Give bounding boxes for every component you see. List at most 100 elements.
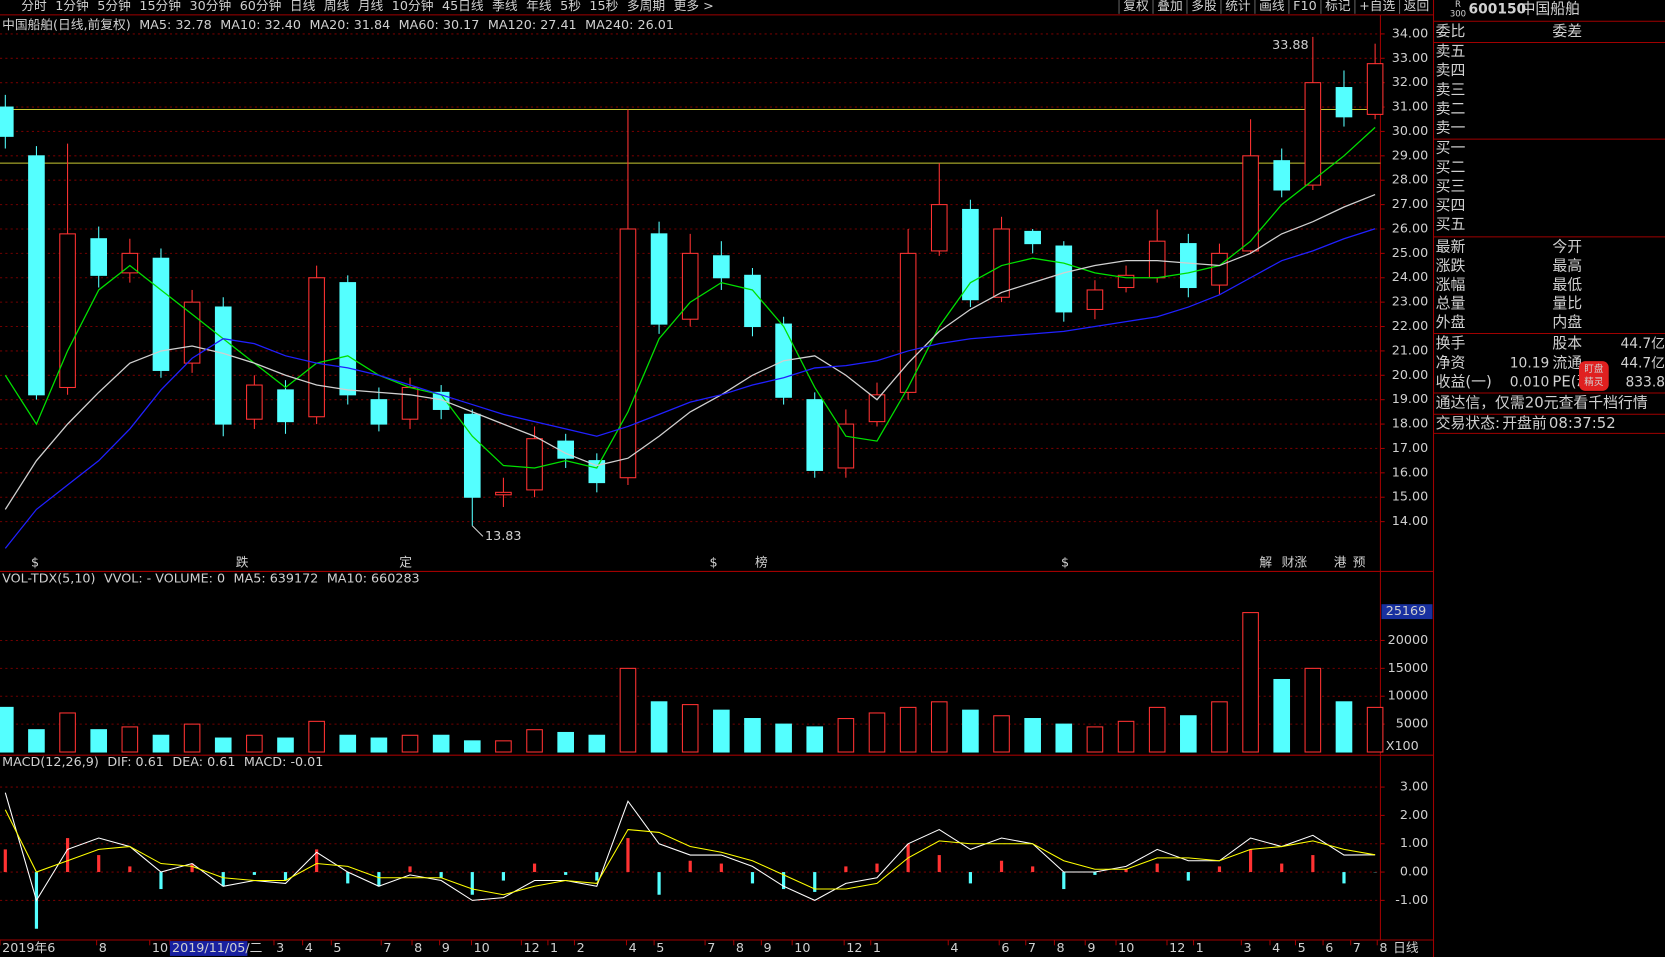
y-tick-label: 34.00 [1392, 26, 1428, 41]
x-tick-label: 10 [152, 941, 168, 956]
volume-bar [1148, 706, 1166, 753]
candle-body [1086, 289, 1104, 310]
stock-code: 600150 [1469, 2, 1527, 18]
y-tick-label: 18.00 [1392, 417, 1428, 432]
period-tab[interactable]: 15分钟 [139, 0, 181, 14]
fund-value: 44.7亿 [1620, 355, 1665, 371]
period-tab[interactable]: 15秒 [589, 0, 618, 14]
event-marker[interactable]: 预 [1353, 555, 1366, 570]
y-tick-label: 31.00 [1392, 100, 1428, 115]
fund-label: 收益(一) [1436, 372, 1492, 390]
moving-average [4, 228, 1376, 549]
volume-bar [557, 731, 574, 753]
candle-body [246, 384, 263, 420]
trade-status: 交易状态: [1436, 414, 1500, 432]
volume-bar [837, 718, 855, 753]
y-tick-label: 23.00 [1392, 295, 1428, 310]
y-tick-label: 10000 [1388, 689, 1429, 704]
bid-label: 买一 [1436, 139, 1466, 157]
candle-body [650, 233, 668, 325]
y-tick-label: 24.00 [1392, 270, 1428, 285]
period-tab[interactable]: 60分钟 [240, 0, 282, 14]
promo-text[interactable]: 20 [1525, 394, 1544, 412]
period-tab[interactable]: 多周期 [627, 0, 665, 14]
volume-bar [713, 709, 730, 753]
period-tab[interactable]: 分时 [21, 0, 47, 14]
period-tab[interactable]: 季线 [492, 0, 518, 14]
x-tick-label: 10 [474, 941, 490, 956]
period-tab[interactable]: 年线 [526, 0, 552, 14]
tool-button[interactable]: 返回 [1404, 0, 1429, 14]
tool-button[interactable]: +自选 [1359, 0, 1395, 14]
y-tick-label: 20.00 [1392, 368, 1428, 383]
candle-body [868, 394, 886, 423]
promo-text[interactable]: 元查看千档行情 [1544, 394, 1648, 412]
y-tick-label: 32.00 [1392, 75, 1428, 90]
y-tick-label: 1.00 [1400, 836, 1428, 851]
x-tick-label: 9 [442, 941, 450, 956]
period-tab[interactable]: 5分钟 [97, 0, 131, 14]
x-tick-label: 5 [333, 941, 341, 956]
period-tab[interactable]: 10分钟 [392, 0, 434, 14]
volume-bar [370, 737, 388, 753]
x-tick-label: 12 [523, 941, 539, 956]
volume-bar [277, 737, 294, 753]
y-tick-label: 16.00 [1392, 465, 1428, 480]
y-tick-label: 33.00 [1392, 51, 1428, 66]
bid-label: 买五 [1436, 215, 1466, 233]
tool-button[interactable]: 统计 [1225, 0, 1251, 14]
panel-label: 委比 [1436, 22, 1466, 40]
promo-text[interactable]: 通达信，仅需 [1436, 394, 1525, 412]
period-tab[interactable]: 周线 [324, 0, 350, 14]
period-tab[interactable]: 月线 [358, 0, 384, 14]
x-tick-label: 1 [550, 941, 558, 956]
volume-bar [744, 718, 761, 753]
tool-button[interactable]: 多股 [1191, 0, 1217, 14]
period-tab[interactable]: 日线 [290, 0, 316, 14]
candle-body [463, 413, 481, 498]
period-tab[interactable]: 30分钟 [190, 0, 232, 14]
event-marker[interactable]: 榜 [755, 554, 768, 570]
event-marker[interactable]: $ [710, 555, 718, 570]
period-label: 日线 [1393, 941, 1419, 956]
unit-label: X100 [1386, 739, 1419, 754]
period-tab[interactable]: 更多 > [674, 0, 714, 14]
x-tick-label: 5 [656, 941, 664, 956]
x-tick-label: 2019年6 [2, 941, 55, 956]
candle-body [1148, 240, 1166, 279]
y-tick-label: 17.00 [1392, 441, 1428, 456]
x-label-highlight [169, 941, 248, 956]
event-marker[interactable]: $ [1061, 555, 1069, 570]
tool-button[interactable]: F10 [1293, 0, 1317, 14]
event-marker[interactable]: $ [31, 555, 39, 570]
y-tick-label: 22.00 [1392, 319, 1428, 334]
tool-button[interactable]: 叠加 [1157, 0, 1182, 14]
candle-body [1273, 160, 1291, 191]
candle-body [308, 277, 325, 418]
event-marker[interactable]: 跌 [236, 554, 249, 570]
event-marker[interactable]: 涨 [1294, 555, 1307, 570]
y-tick-label: -1.00 [1395, 893, 1428, 908]
event-marker[interactable]: 定 [399, 555, 412, 570]
badge[interactable] [1578, 361, 1609, 391]
y-tick-label: 3.00 [1400, 780, 1428, 795]
period-tab[interactable]: 45日线 [442, 0, 484, 14]
tool-button[interactable]: 复权 [1123, 0, 1149, 14]
event-marker[interactable]: 港 [1334, 555, 1347, 570]
x-tick-label: 8 [99, 941, 107, 956]
event-marker[interactable]: 财 [1282, 555, 1295, 570]
tool-button[interactable]: 画线 [1259, 0, 1285, 14]
tool-button[interactable]: 标记 [1325, 0, 1351, 14]
x-tick-label: 8 [736, 941, 744, 956]
volume-bar [1024, 718, 1041, 753]
volume-bar [308, 720, 325, 753]
event-marker[interactable]: 解 [1259, 555, 1272, 570]
y-tick-label: 14.00 [1392, 514, 1428, 529]
volume-bar [993, 715, 1010, 753]
y-tick-label: 0.00 [1400, 865, 1428, 880]
period-tab[interactable]: 1分钟 [55, 0, 89, 14]
volume-bar [28, 729, 45, 753]
x-tick-label: 10 [1118, 941, 1134, 956]
period-tab[interactable]: 5秒 [560, 0, 581, 14]
